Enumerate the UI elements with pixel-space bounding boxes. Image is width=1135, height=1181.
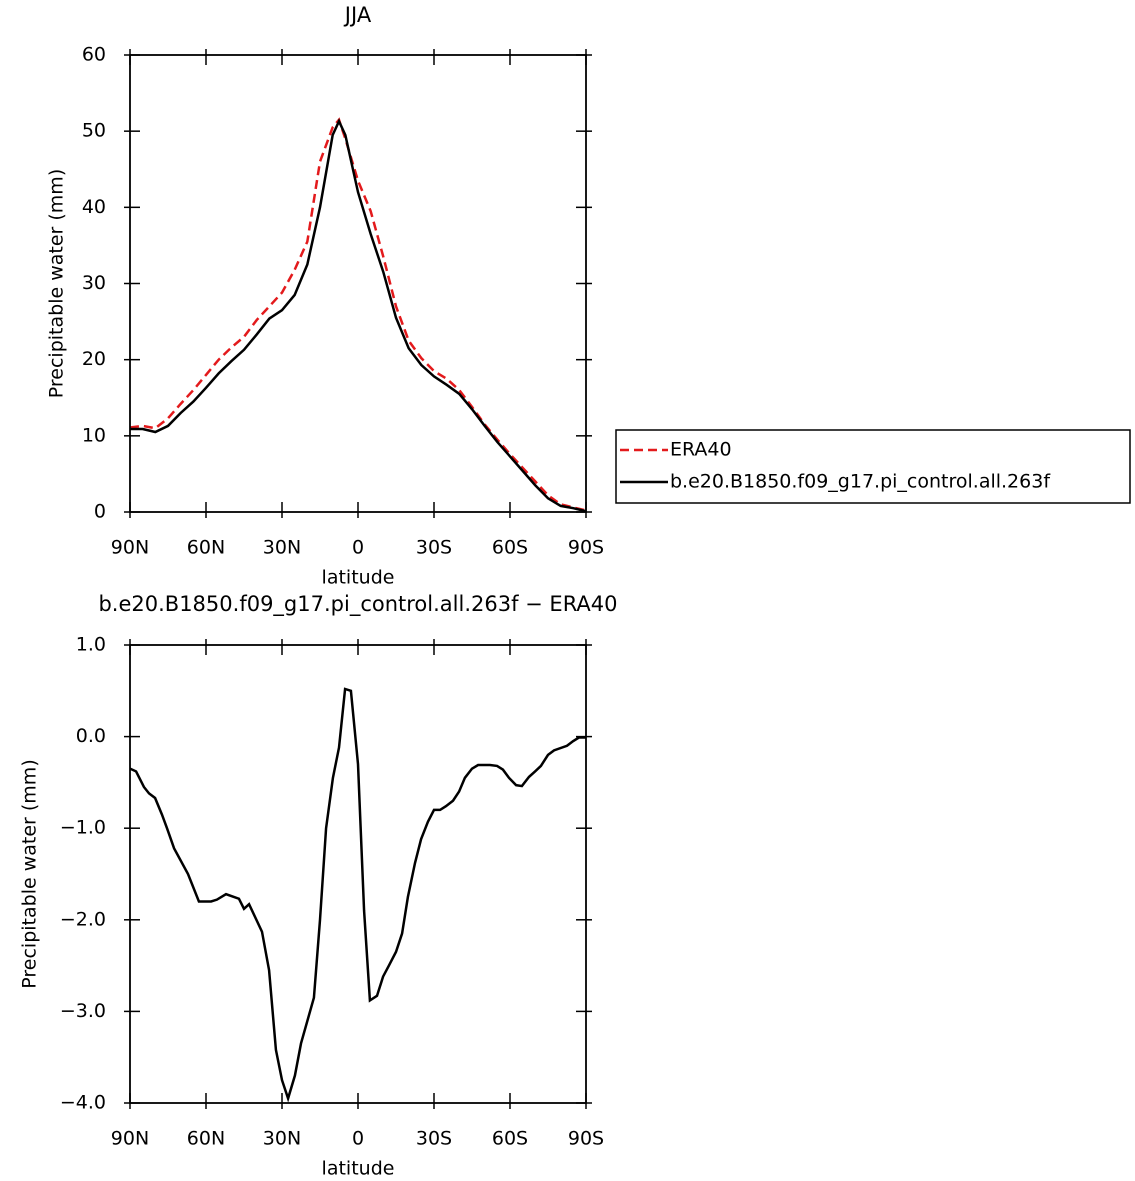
data-line xyxy=(129,687,586,1103)
x-tick-label: 60S xyxy=(492,537,528,559)
x-tick-label: 60N xyxy=(187,537,225,559)
y-tick-label: 0.0 xyxy=(76,725,106,747)
chart-title: JJA xyxy=(343,3,372,27)
x-tick-label: 0 xyxy=(352,537,364,559)
y-tick-label: 1.0 xyxy=(76,634,106,656)
x-tick-label: 30S xyxy=(416,1128,452,1150)
x-tick-label: 90N xyxy=(111,537,149,559)
y-tick-label: −2.0 xyxy=(60,908,106,930)
y-tick-label: −3.0 xyxy=(60,1000,106,1022)
y-axis-label: Precipitable water (mm) xyxy=(46,169,68,398)
x-tick-label: 30N xyxy=(263,1128,301,1150)
legend-label: ERA40 xyxy=(670,439,732,461)
y-tick-label: 30 xyxy=(82,272,106,294)
y-tick-label: 50 xyxy=(82,120,106,142)
y-tick-label: 20 xyxy=(82,348,106,370)
x-tick-label: 30S xyxy=(416,537,452,559)
legend-box xyxy=(615,429,1131,504)
x-axis-label: latitude xyxy=(322,1158,395,1180)
y-axis-label: Precipitable water (mm) xyxy=(19,759,41,988)
x-tick-label: 90S xyxy=(568,1128,604,1150)
y-tick-label: −4.0 xyxy=(60,1092,106,1114)
chart-title: b.e20.B1850.f09_g17.pi_control.all.263f … xyxy=(98,592,617,617)
x-tick-label: 60N xyxy=(187,1128,225,1150)
data-line xyxy=(129,117,587,512)
x-tick-label: 30N xyxy=(263,537,301,559)
y-tick-label: −1.0 xyxy=(60,817,106,839)
y-tick-label: 40 xyxy=(82,196,106,218)
x-axis-label: latitude xyxy=(322,567,395,589)
x-tick-label: 60S xyxy=(492,1128,528,1150)
y-tick-label: 60 xyxy=(82,44,106,66)
data-line xyxy=(130,118,587,513)
x-tick-label: 0 xyxy=(352,1128,364,1150)
x-tick-label: 90N xyxy=(111,1128,149,1150)
y-tick-label: 10 xyxy=(82,424,106,446)
legend-label: b.e20.B1850.f09_g17.pi_control.all.263f xyxy=(670,471,1051,493)
y-tick-label: 0 xyxy=(94,501,106,523)
plot-frame xyxy=(129,54,587,513)
plot-frame xyxy=(129,644,587,1104)
x-tick-label: 90S xyxy=(568,537,604,559)
